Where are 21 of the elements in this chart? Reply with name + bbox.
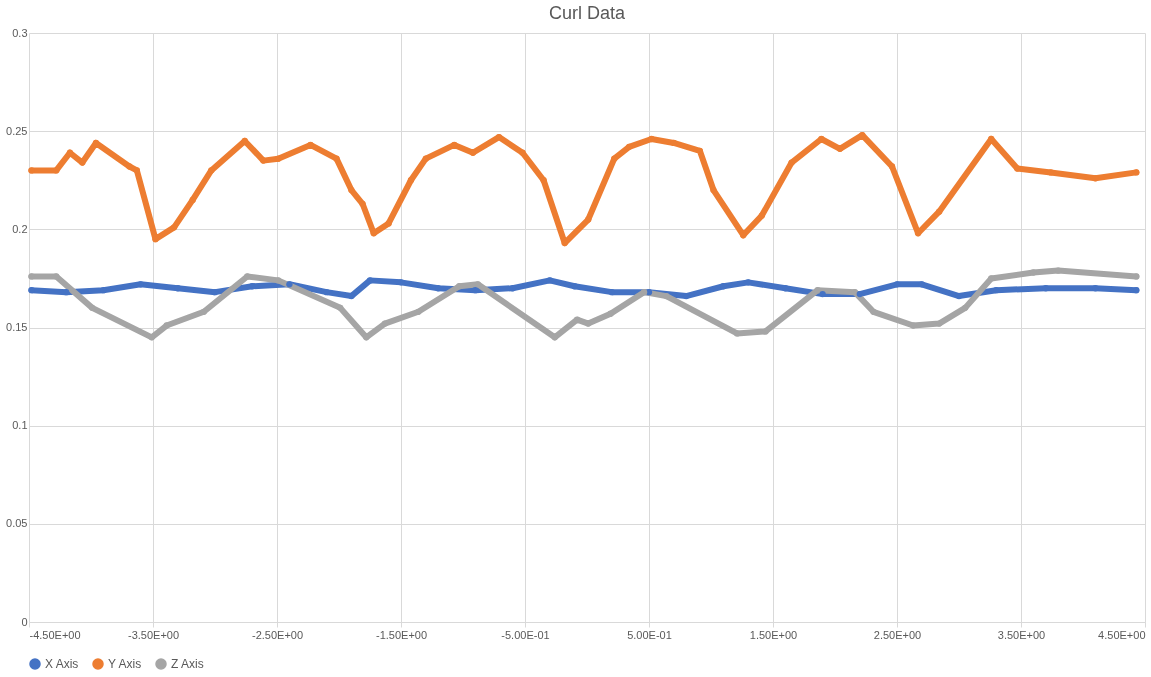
y-tick-label: 0.1	[12, 419, 28, 432]
x-tick-label: 1.50E+00	[749, 628, 798, 641]
x-tick-label: -3.50E+00	[127, 628, 180, 641]
y-tick-label: 0	[21, 615, 28, 628]
x-tick-label: 3.50E+00	[997, 628, 1046, 641]
x-tick-label: 2.50E+00	[873, 628, 922, 641]
x-tick-label: -2.50E+00	[251, 628, 304, 641]
y-tick-label: 0.2	[12, 222, 28, 235]
legend-label: Y Axis	[108, 657, 142, 671]
x-tick-label: 5.00E-01	[627, 628, 672, 641]
chart-title: Curl Data	[548, 3, 626, 23]
legend-label: Z Axis	[171, 657, 204, 671]
x-tick-label: -5.00E-01	[501, 628, 550, 641]
y-tick-label: 0.15	[6, 321, 28, 333]
x-tick-label: -1.50E+00	[375, 628, 428, 641]
legend-label: X Axis	[45, 657, 79, 671]
x-tick-label: -4.50E+00	[29, 628, 81, 641]
y-tick-label: 0.25	[6, 124, 28, 137]
x-tick-label: 4.50E+00	[1098, 628, 1146, 641]
y-tick-label: 0.3	[12, 26, 28, 39]
y-tick-label: 0.05	[6, 517, 28, 530]
